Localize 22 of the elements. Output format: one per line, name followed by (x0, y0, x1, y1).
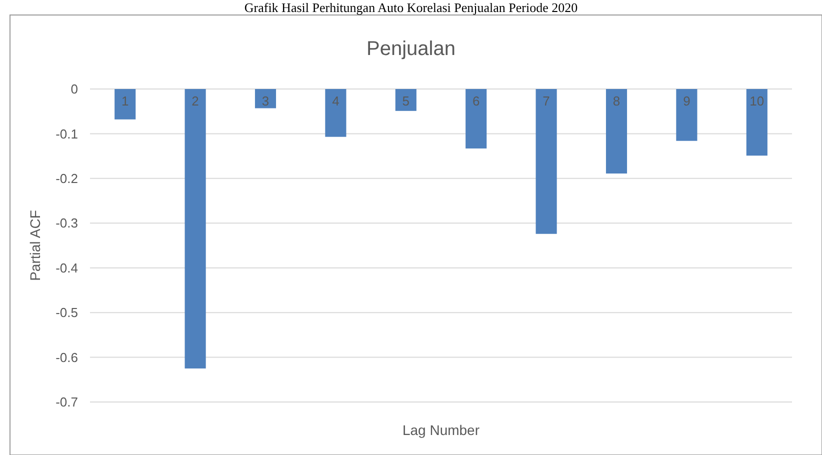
y-tick-label: -0.6 (56, 350, 78, 365)
y-axis-title: Partial ACF (27, 210, 43, 281)
y-tick-label: -0.3 (56, 216, 78, 231)
x-tick-label: 10 (750, 94, 764, 109)
y-tick-label: -0.5 (56, 305, 78, 320)
chart-title: Penjualan (366, 38, 456, 60)
x-axis-title: Lag Number (402, 422, 480, 438)
y-tick-label: 0 (70, 82, 78, 97)
x-tick-label: 5 (402, 94, 410, 109)
x-tick-label: 1 (121, 94, 129, 109)
x-tick-label: 9 (683, 94, 690, 109)
y-tick-label: -0.4 (56, 260, 78, 276)
text: Grafik Hasil Perhitungan Auto Korelasi Penjualan Periode 2020 (244, 0, 578, 15)
x-tick-label: 3 (262, 94, 270, 109)
y-tick-label: -0.2 (56, 170, 78, 186)
y-tick-label: -0.1 (56, 126, 78, 142)
y-tick-label: -0.7 (56, 394, 78, 410)
x-tick-label: 2 (192, 94, 199, 109)
x-tick-label: 4 (332, 94, 340, 109)
x-tick-label: 6 (472, 94, 480, 109)
x-tick-label: 7 (542, 94, 550, 109)
x-tick-label: 8 (612, 94, 620, 109)
